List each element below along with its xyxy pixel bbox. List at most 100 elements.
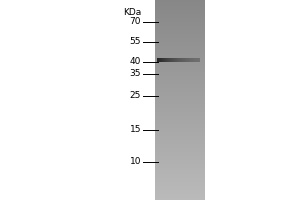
- Text: KDa: KDa: [123, 8, 141, 17]
- Bar: [155, 6, 205, 8]
- Bar: [155, 138, 205, 140]
- Text: 70: 70: [130, 18, 141, 26]
- Bar: [155, 116, 205, 118]
- Bar: [155, 102, 205, 104]
- Bar: [155, 156, 205, 158]
- Bar: [155, 132, 205, 134]
- Bar: [155, 58, 205, 60]
- Bar: [155, 62, 205, 64]
- Bar: [155, 16, 205, 18]
- Bar: [155, 108, 205, 110]
- Bar: [155, 184, 205, 186]
- Bar: [155, 12, 205, 14]
- Bar: [155, 142, 205, 144]
- Bar: [155, 198, 205, 200]
- Bar: [155, 190, 205, 192]
- Bar: [155, 8, 205, 10]
- Bar: [155, 30, 205, 32]
- Bar: [155, 120, 205, 122]
- Bar: [155, 70, 205, 72]
- Text: 55: 55: [130, 38, 141, 46]
- Text: 40: 40: [130, 58, 141, 66]
- Bar: [155, 36, 205, 38]
- Bar: [155, 114, 205, 116]
- Text: 15: 15: [130, 126, 141, 134]
- Bar: [155, 128, 205, 130]
- Bar: [155, 2, 205, 4]
- Bar: [155, 50, 205, 52]
- Bar: [155, 56, 205, 58]
- Bar: [155, 88, 205, 90]
- Bar: [155, 150, 205, 152]
- Bar: [155, 100, 205, 102]
- Bar: [155, 14, 205, 16]
- Bar: [155, 22, 205, 24]
- Bar: [155, 64, 205, 66]
- Bar: [155, 34, 205, 36]
- Bar: [155, 52, 205, 54]
- Bar: [155, 144, 205, 146]
- Bar: [155, 78, 205, 80]
- Bar: [155, 96, 205, 98]
- Bar: [155, 94, 205, 96]
- Bar: [155, 134, 205, 136]
- Bar: [155, 170, 205, 172]
- Bar: [155, 160, 205, 162]
- Bar: [155, 168, 205, 170]
- Text: 10: 10: [130, 158, 141, 166]
- Bar: [155, 90, 205, 92]
- Bar: [155, 76, 205, 78]
- Bar: [155, 38, 205, 40]
- Bar: [155, 106, 205, 108]
- Text: 25: 25: [130, 92, 141, 100]
- Bar: [155, 186, 205, 188]
- Bar: [155, 86, 205, 88]
- Bar: [155, 42, 205, 44]
- Bar: [155, 18, 205, 20]
- Bar: [155, 194, 205, 196]
- Bar: [155, 124, 205, 126]
- Bar: [155, 196, 205, 198]
- Bar: [155, 118, 205, 120]
- Bar: [155, 92, 205, 94]
- Bar: [155, 180, 205, 182]
- Bar: [155, 40, 205, 42]
- Bar: [155, 158, 205, 160]
- Bar: [155, 154, 205, 156]
- Bar: [155, 28, 205, 30]
- Bar: [155, 136, 205, 138]
- Bar: [155, 152, 205, 154]
- Bar: [155, 122, 205, 124]
- Bar: [155, 72, 205, 74]
- Bar: [155, 148, 205, 150]
- Bar: [155, 164, 205, 166]
- Bar: [155, 140, 205, 142]
- Bar: [155, 172, 205, 174]
- Bar: [155, 46, 205, 48]
- Bar: [155, 0, 205, 2]
- Bar: [155, 80, 205, 82]
- Bar: [155, 188, 205, 190]
- Text: 35: 35: [130, 70, 141, 78]
- Bar: [155, 10, 205, 12]
- Bar: [155, 192, 205, 194]
- Bar: [155, 82, 205, 84]
- Bar: [155, 54, 205, 56]
- Bar: [155, 162, 205, 164]
- Bar: [155, 110, 205, 112]
- Bar: [155, 74, 205, 76]
- Bar: [155, 126, 205, 128]
- Bar: [155, 176, 205, 178]
- Bar: [155, 20, 205, 22]
- Bar: [155, 66, 205, 68]
- Bar: [155, 44, 205, 46]
- Bar: [155, 32, 205, 34]
- Bar: [155, 48, 205, 50]
- Bar: [155, 98, 205, 100]
- Bar: [155, 178, 205, 180]
- Bar: [155, 146, 205, 148]
- Bar: [155, 68, 205, 70]
- Bar: [155, 174, 205, 176]
- Bar: [155, 182, 205, 184]
- Bar: [155, 24, 205, 26]
